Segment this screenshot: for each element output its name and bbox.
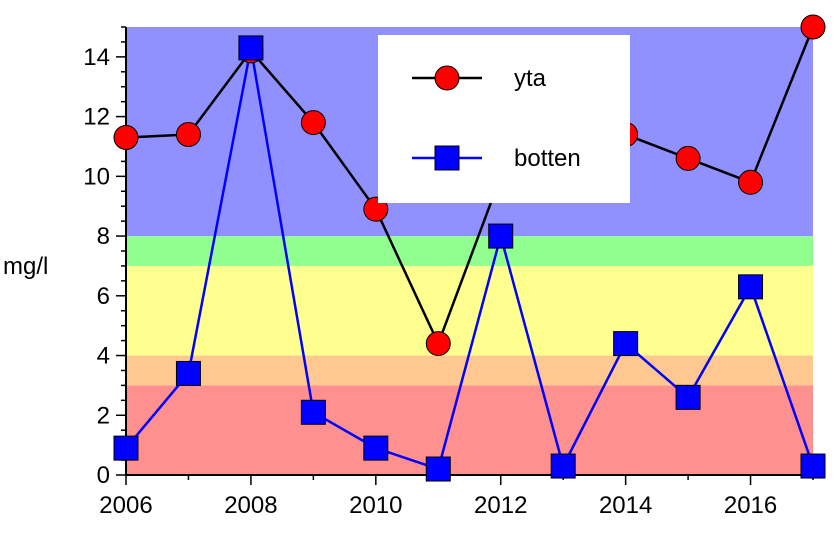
y-tick-label: 0 — [97, 462, 110, 489]
legend: yta botten — [378, 35, 630, 203]
marker-botten-point — [300, 399, 326, 425]
marker-botten-point — [113, 435, 139, 461]
x-tick-label: 2006 — [99, 492, 152, 519]
marker-yta-point — [425, 331, 451, 357]
band-2 — [126, 265, 813, 356]
marker-yta-point — [800, 14, 826, 40]
marker-yta-point — [738, 169, 764, 195]
marker-botten-point — [425, 456, 451, 482]
y-tick-label: 8 — [97, 223, 110, 250]
legend-label-botten: botten — [514, 145, 581, 172]
y-tick-label: 4 — [97, 343, 110, 370]
y-tick-label: 10 — [83, 163, 110, 190]
marker-botten-point — [738, 274, 764, 300]
y-tick-label: 6 — [97, 283, 110, 310]
marker-botten-point — [488, 223, 514, 249]
axes: 0 2 4 6 8 10 12 14 2006 2008 2010 2012 2014 2016 — [83, 26, 814, 519]
x-tick-label: 2008 — [224, 492, 277, 519]
marker-yta-point — [113, 125, 139, 151]
marker-botten-point — [800, 453, 826, 479]
x-tick-label: 2014 — [599, 492, 652, 519]
series-line-botten — [125, 46, 815, 471]
marker-botten-point — [675, 384, 701, 410]
marker-botten-point — [613, 331, 639, 357]
marker-botten-point — [238, 35, 264, 61]
y-tick-label: 2 — [97, 402, 110, 429]
legend-box — [378, 35, 630, 203]
x-tick-label: 2016 — [724, 492, 777, 519]
marker-yta-point — [675, 145, 701, 171]
y-tick-label: 14 — [83, 44, 110, 71]
legend-marker-yta — [434, 65, 460, 91]
marker-botten-point — [175, 360, 201, 386]
band-0 — [126, 385, 813, 475]
marker-yta-point — [300, 110, 326, 136]
y-tick-label: 12 — [83, 104, 110, 131]
marker-yta-point — [363, 196, 389, 222]
x-tick-label: 2010 — [349, 492, 402, 519]
legend-marker-botten — [434, 145, 460, 171]
marker-yta-point — [175, 122, 201, 148]
legend-label-yta: yta — [514, 65, 547, 92]
marker-botten-point — [363, 435, 389, 461]
x-tick-label: 2012 — [474, 492, 527, 519]
marker-botten-point — [550, 453, 576, 479]
y-axis-label: mg/l — [3, 253, 48, 280]
